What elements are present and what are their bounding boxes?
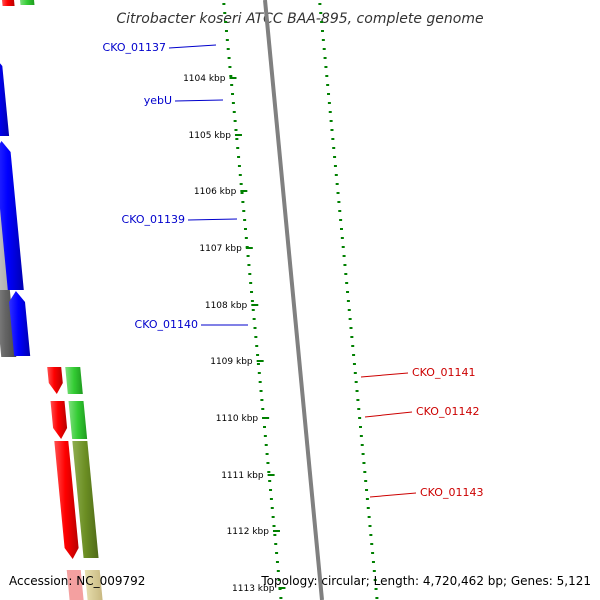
gene-label: CKO_01142 bbox=[416, 405, 479, 418]
kbp-tick-label: 1105 kbp bbox=[189, 131, 232, 141]
cds-arrow-red bbox=[54, 441, 79, 559]
gene-label: CKO_01137 bbox=[103, 41, 166, 54]
gene-leader-line bbox=[360, 372, 409, 378]
topology-label: Topology: circular; Length: 4,720,462 bp… bbox=[261, 574, 591, 588]
kbp-tick-label: 1112 kbp bbox=[227, 527, 270, 537]
feature-fragment-green bbox=[20, 0, 35, 5]
backbone-line bbox=[263, 0, 324, 600]
gene-leader-line bbox=[369, 492, 417, 498]
kbp-tick-labels: 1104 kbp 1105 kbp 1106 kbp 1107 kbp 1108 kbp… bbox=[183, 74, 275, 594]
gene-label: CKO_01141 bbox=[412, 366, 475, 379]
cds-arrow-blue bbox=[0, 141, 24, 290]
feature-band-olive bbox=[72, 441, 99, 558]
features-track bbox=[0, 0, 103, 600]
feature-fragment-tan bbox=[84, 570, 103, 600]
gene-label: yebU bbox=[144, 94, 172, 107]
gene-label: CKO_01140 bbox=[135, 318, 198, 331]
accession-label: Accession: NC_009792 bbox=[9, 574, 146, 588]
kbp-tick-label: 1109 kbp bbox=[210, 357, 253, 367]
kbp-tick-label: 1108 kbp bbox=[205, 301, 248, 311]
gene-leader-line bbox=[364, 411, 413, 418]
kbp-tick-marks bbox=[229, 77, 286, 589]
cds-fragment-red bbox=[2, 0, 15, 6]
gene-leader-line bbox=[174, 99, 224, 102]
kbp-tick-label: 1104 kbp bbox=[183, 74, 226, 84]
cds-arrow-blue bbox=[0, 63, 10, 136]
feature-band-green bbox=[65, 367, 83, 394]
gene-label: CKO_01139 bbox=[122, 213, 185, 226]
cds-arrow-red bbox=[47, 367, 63, 394]
gene-leader-line bbox=[187, 218, 238, 221]
cds-fragment-pink bbox=[66, 570, 84, 600]
kbp-tick-label: 1107 kbp bbox=[199, 244, 242, 254]
cds-arrow-red bbox=[50, 401, 68, 439]
cds-arrow-blue bbox=[9, 291, 31, 356]
kbp-tick-label: 1113 kbp bbox=[232, 584, 275, 594]
map-title: Citrobacter koseri ATCC BAA-895, complet… bbox=[116, 11, 483, 27]
tick-rings bbox=[222, 3, 379, 599]
gc-band-dark bbox=[0, 290, 17, 357]
kbp-tick-label: 1106 kbp bbox=[194, 187, 237, 197]
gene-label: CKO_01143 bbox=[420, 486, 483, 499]
gene-callouts: CKO_01137 yebU CKO_01139 CKO_01140 CKO_01141… bbox=[103, 41, 484, 499]
kbp-tick-label: 1111 kbp bbox=[221, 471, 264, 481]
gene-leader-line bbox=[168, 44, 217, 49]
feature-band-green bbox=[68, 401, 88, 439]
kbp-tick-label: 1110 kbp bbox=[216, 414, 259, 424]
